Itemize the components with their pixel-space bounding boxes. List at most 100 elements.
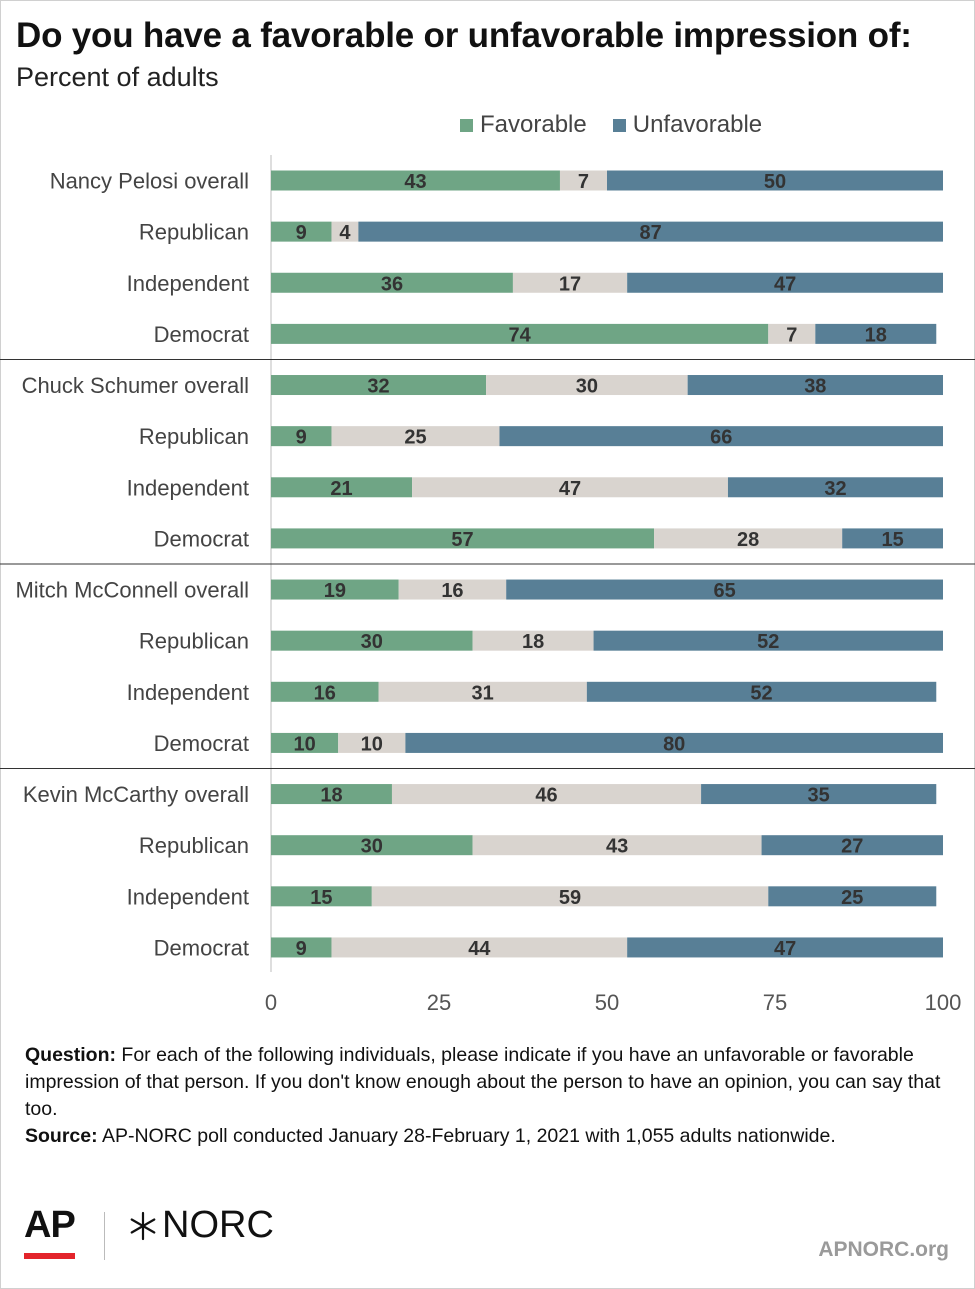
bar-segment-neutral <box>398 579 507 600</box>
question-text: For each of the following individuals, p… <box>25 1044 941 1120</box>
data-label-favorable: 18 <box>320 785 342 807</box>
data-label-unfavorable: 47 <box>774 938 796 960</box>
bar-segment-favorable <box>271 528 655 549</box>
category-label: Kevin McCarthy overall <box>23 782 249 807</box>
x-tick-label: 0 <box>265 990 277 1015</box>
bar-segment-favorable <box>271 221 332 242</box>
bar-segment-unfavorable <box>593 630 943 651</box>
data-label-neutral: 31 <box>472 682 494 704</box>
bar-segment-favorable <box>271 170 560 191</box>
data-label-favorable: 74 <box>509 324 532 346</box>
legend-item-favorable: Favorable <box>460 111 587 139</box>
category-label: Republican <box>139 220 249 245</box>
chart-subtitle: Percent of adults <box>16 62 219 92</box>
bar-segment-neutral <box>486 375 688 396</box>
source-note: Source: AP-NORC poll conducted January 2… <box>25 1123 955 1150</box>
data-label-unfavorable: 15 <box>881 529 903 551</box>
x-tick-label: 75 <box>763 990 787 1015</box>
data-label-favorable: 21 <box>330 478 352 500</box>
category-label: Independent <box>127 271 249 296</box>
data-label-unfavorable: 32 <box>824 478 846 500</box>
data-label-favorable: 9 <box>296 222 307 244</box>
source-label: Source: <box>25 1125 98 1147</box>
data-label-favorable: 9 <box>296 427 307 449</box>
data-label-unfavorable: 25 <box>841 887 863 909</box>
norc-star-icon <box>130 1211 156 1240</box>
bar-segment-neutral <box>512 272 628 293</box>
legend-swatch-unfavorable <box>612 118 626 132</box>
data-label-favorable: 30 <box>361 631 383 653</box>
bar-segment-unfavorable <box>768 886 937 907</box>
data-label-favorable: 36 <box>381 273 403 295</box>
category-label: Mitch McConnell overall <box>15 578 249 603</box>
data-label-favorable: 30 <box>361 836 383 858</box>
data-label-neutral: 7 <box>578 171 589 193</box>
data-label-favorable: 15 <box>310 887 332 909</box>
category-label: Democrat <box>154 526 249 551</box>
bar-segment-neutral <box>331 221 359 242</box>
data-label-neutral: 59 <box>559 887 581 909</box>
ap-logo-underline <box>24 1253 75 1259</box>
data-label-neutral: 4 <box>339 222 351 244</box>
bar-segment-favorable <box>271 835 473 856</box>
data-label-neutral: 28 <box>737 529 759 551</box>
ap-logo: AP <box>24 1204 76 1246</box>
bar-segment-neutral <box>768 323 816 344</box>
data-label-unfavorable: 35 <box>808 785 830 807</box>
data-label-neutral: 25 <box>404 427 426 449</box>
bar-segment-neutral <box>559 170 607 191</box>
bar-segment-favorable <box>271 732 339 753</box>
data-label-unfavorable: 66 <box>710 427 732 449</box>
bar-segment-unfavorable <box>506 579 943 600</box>
bar-segment-favorable <box>271 272 513 293</box>
data-label-unfavorable: 50 <box>764 171 786 193</box>
norc-logo-text: NORC <box>162 1204 274 1246</box>
legend: Favorable Unfavorable <box>460 111 788 139</box>
data-label-favorable: 9 <box>296 938 307 960</box>
category-label: Democrat <box>154 731 249 756</box>
bar-segment-favorable <box>271 477 413 498</box>
data-label-favorable: 19 <box>324 580 346 602</box>
legend-item-unfavorable: Unfavorable <box>612 111 763 139</box>
bar-segment-unfavorable <box>761 835 943 856</box>
category-label: Independent <box>127 475 249 500</box>
data-label-neutral: 43 <box>606 836 628 858</box>
legend-label-unfavorable: Unfavorable <box>632 111 763 138</box>
bar-segment-favorable <box>271 784 392 805</box>
data-label-unfavorable: 52 <box>750 682 772 704</box>
category-label: Nancy Pelosi overall <box>50 169 249 194</box>
category-label: Democrat <box>154 322 249 347</box>
bar-segment-unfavorable <box>607 170 943 191</box>
bar-segment-favorable <box>271 323 769 344</box>
legend-swatch-favorable <box>460 118 473 132</box>
data-label-neutral: 16 <box>441 580 463 602</box>
logo-divider <box>104 1212 105 1260</box>
data-label-neutral: 18 <box>522 631 544 653</box>
x-tick-label: 100 <box>925 990 962 1015</box>
bar-segment-favorable <box>271 375 487 396</box>
data-label-neutral: 44 <box>468 938 491 960</box>
data-label-neutral: 47 <box>559 478 581 500</box>
data-label-favorable: 16 <box>314 682 336 704</box>
data-label-unfavorable: 18 <box>865 324 887 346</box>
legend-label-favorable: Favorable <box>480 111 587 138</box>
category-label: Chuck Schumer overall <box>22 373 249 398</box>
bar-segment-favorable <box>271 630 473 651</box>
bar-segment-favorable <box>271 579 399 600</box>
bar-segment-unfavorable <box>687 375 943 396</box>
data-label-neutral: 7 <box>786 324 797 346</box>
bar-segment-favorable <box>271 937 332 958</box>
bar-segment-unfavorable <box>842 528 943 549</box>
bar-segment-neutral <box>391 784 702 805</box>
bar-segment-neutral <box>378 681 587 702</box>
data-label-unfavorable: 52 <box>757 631 779 653</box>
bar-segment-unfavorable <box>627 272 943 293</box>
category-label: Republican <box>139 424 249 449</box>
bar-segment-neutral <box>654 528 843 549</box>
bar-segment-favorable <box>271 681 379 702</box>
question-note: Question: For each of the following indi… <box>25 1042 945 1123</box>
bar-segment-unfavorable <box>701 784 937 805</box>
bar-segment-unfavorable <box>358 221 943 242</box>
data-label-favorable: 32 <box>367 376 389 398</box>
